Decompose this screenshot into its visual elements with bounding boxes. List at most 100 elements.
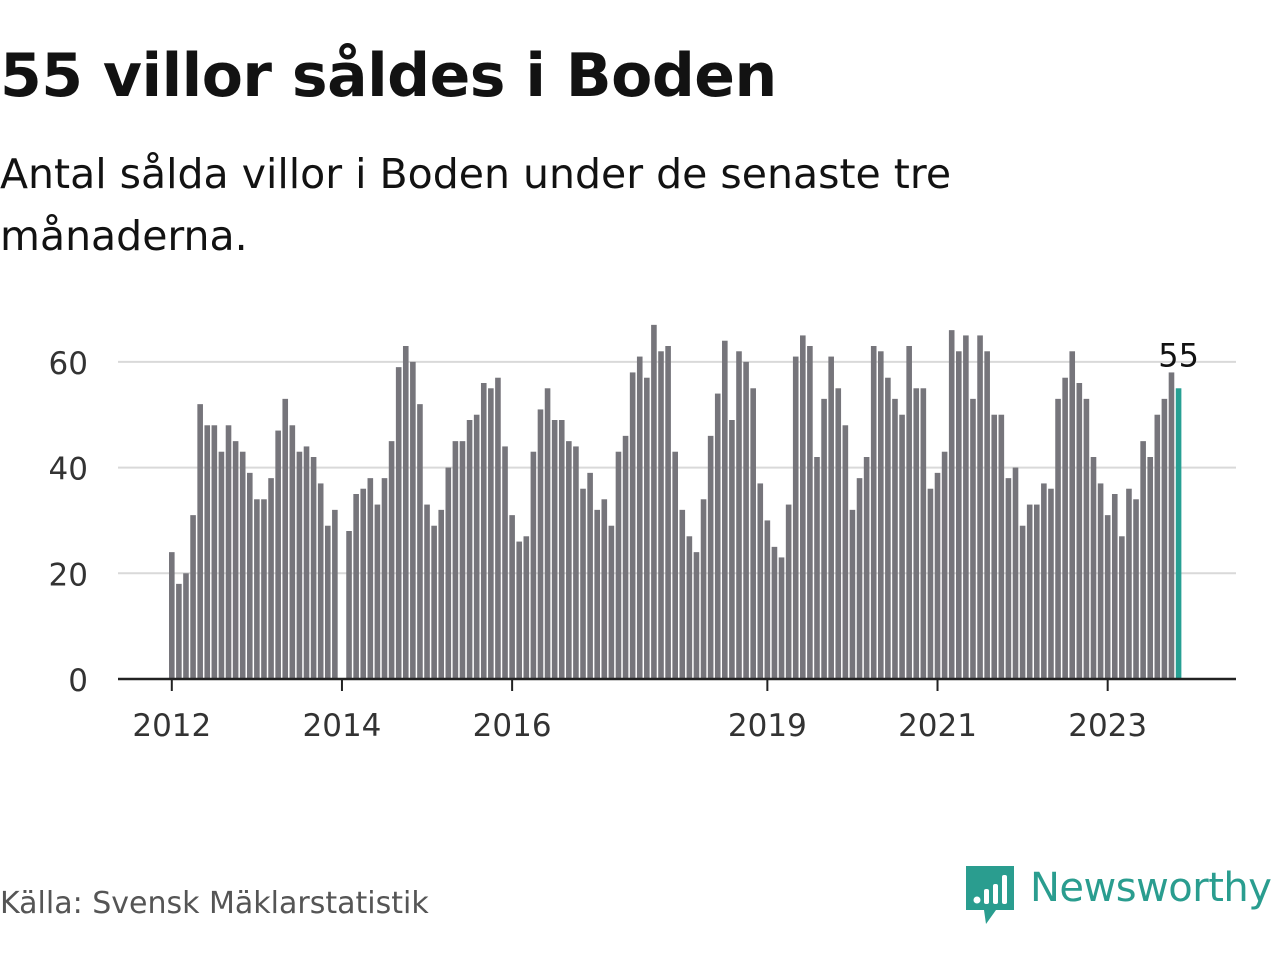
bar	[622, 435, 629, 679]
bar	[558, 420, 565, 679]
bar	[431, 525, 437, 679]
newsworthy-logo: Newsworthy	[964, 864, 1280, 930]
bar	[1119, 536, 1125, 679]
bar	[814, 457, 820, 679]
x-tick-label: 2021	[898, 708, 977, 744]
bar	[651, 324, 657, 679]
bar	[367, 478, 374, 679]
bar	[899, 414, 905, 679]
bar	[1154, 414, 1161, 679]
bar	[551, 420, 558, 679]
bar	[1062, 377, 1068, 679]
bar-highlight	[1175, 388, 1182, 679]
bar	[998, 414, 1005, 679]
bar	[778, 557, 785, 679]
bar	[509, 515, 515, 679]
bar	[906, 346, 912, 679]
bar	[615, 451, 622, 679]
bar	[537, 409, 544, 679]
bar	[1083, 398, 1090, 679]
bar	[729, 420, 735, 679]
bar	[658, 351, 664, 679]
bar	[835, 388, 842, 679]
bar	[190, 515, 196, 679]
bar	[1076, 383, 1083, 679]
y-tick-label: 40	[49, 452, 88, 488]
bar	[1048, 488, 1054, 679]
bar	[480, 383, 487, 679]
bar	[984, 351, 990, 679]
bar	[573, 446, 579, 679]
highlight-value-label: 55	[1158, 336, 1199, 374]
bar	[580, 488, 586, 679]
bar	[275, 430, 281, 679]
bar	[885, 377, 891, 679]
bar	[1033, 504, 1040, 679]
bar	[679, 509, 686, 679]
bar	[792, 356, 799, 679]
bar	[757, 483, 764, 679]
x-tick-label: 2012	[132, 708, 211, 744]
bar	[332, 509, 338, 679]
bar	[941, 451, 948, 679]
bar	[424, 504, 430, 679]
bar	[516, 541, 523, 679]
bar	[402, 346, 409, 679]
bar	[842, 425, 849, 679]
bar	[282, 398, 289, 679]
bar	[374, 504, 381, 679]
y-tick-label: 20	[49, 557, 88, 593]
bar	[629, 372, 636, 679]
bar	[502, 446, 508, 679]
bar	[445, 467, 452, 679]
bar	[261, 499, 267, 679]
bar	[863, 457, 870, 679]
bar	[828, 356, 834, 679]
bar	[317, 483, 324, 679]
bar	[1126, 488, 1132, 679]
bar	[771, 546, 778, 679]
bar	[495, 377, 501, 679]
x-tick-label: 2023	[1068, 708, 1147, 744]
bar	[934, 472, 941, 679]
x-tick-label: 2019	[728, 708, 807, 744]
bar	[169, 552, 175, 679]
bar	[920, 388, 927, 679]
bar	[452, 441, 459, 679]
bar	[700, 499, 707, 679]
bar	[665, 346, 671, 679]
bar	[410, 361, 416, 679]
labels: 0 20 40 60 2012 2014 2016 2019 2021 2023 55	[49, 336, 1199, 744]
bar	[353, 494, 359, 679]
bar	[488, 388, 494, 679]
bar	[1069, 351, 1076, 679]
bar-chart: 0 20 40 60 2012 2014 2016 2019 2021 2023 55	[49, 324, 1236, 744]
bar	[1140, 441, 1146, 679]
newsworthy-logo-text: Newsworthy	[1030, 865, 1272, 911]
bar	[892, 398, 898, 679]
chart-title: 55 villor såldes i Boden	[0, 41, 777, 111]
bar	[1041, 483, 1047, 679]
bar	[686, 536, 693, 679]
bar	[1019, 525, 1026, 679]
y-tick-label: 60	[49, 346, 88, 382]
bar	[268, 478, 274, 679]
bar	[1012, 467, 1019, 679]
bar	[785, 504, 792, 679]
bar	[927, 488, 934, 679]
bars	[169, 324, 1182, 679]
bar	[722, 340, 728, 679]
bar	[296, 451, 303, 679]
axes	[118, 677, 1236, 691]
bar	[417, 404, 423, 679]
bar	[1168, 372, 1175, 679]
bar	[1161, 398, 1168, 679]
bar	[736, 351, 742, 679]
bar	[176, 583, 182, 679]
bar	[360, 488, 367, 679]
bar	[211, 425, 218, 679]
x-tick-label: 2016	[473, 708, 552, 744]
bar	[948, 330, 955, 679]
bar	[254, 499, 260, 679]
bar	[608, 525, 615, 679]
